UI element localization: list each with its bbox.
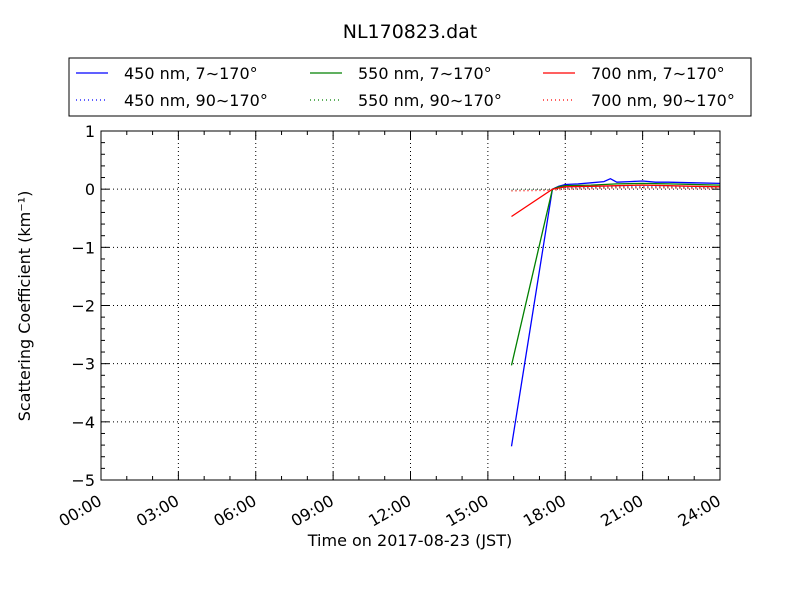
x-tick-label: 21:00 bbox=[597, 491, 646, 531]
x-tick-label: 06:00 bbox=[210, 491, 259, 531]
y-tick-label: −2 bbox=[71, 297, 95, 316]
plot-background bbox=[101, 131, 720, 480]
legend-label: 700 nm, 7∼170° bbox=[591, 64, 725, 83]
x-tick-label: 00:00 bbox=[56, 491, 105, 531]
x-tick-label: 09:00 bbox=[288, 491, 337, 531]
series-line bbox=[510, 177, 721, 447]
x-tick-label: 15:00 bbox=[442, 491, 491, 531]
x-tick-label: 03:00 bbox=[133, 491, 182, 531]
legend-label: 700 nm, 90∼170° bbox=[591, 91, 735, 110]
y-tick-labels: −5 −4 −3 −2 −1 0 1 bbox=[71, 122, 95, 490]
x-tick-label: 18:00 bbox=[520, 491, 569, 531]
axis-ticks bbox=[100, 130, 721, 481]
x-tick-labels: 00:00 03:00 06:00 09:00 12:00 15:00 18:00 21:00… bbox=[56, 491, 724, 531]
y-tick-label: 1 bbox=[85, 122, 95, 141]
y-tick-label: −5 bbox=[71, 471, 95, 490]
y-tick-label: −4 bbox=[71, 413, 95, 432]
x-tick-label: 12:00 bbox=[365, 491, 414, 531]
plot-area bbox=[100, 130, 721, 481]
y-tick-label: −1 bbox=[71, 238, 95, 257]
legend-label: 550 nm, 7∼170° bbox=[358, 64, 492, 83]
legend-label: 550 nm, 90∼170° bbox=[358, 91, 502, 110]
series-line bbox=[511, 184, 721, 218]
series-lines bbox=[510, 177, 721, 447]
x-axis-label: Time on 2017-08-23 (JST) bbox=[307, 531, 512, 550]
y-axis-label: Scattering Coefficient (km⁻¹) bbox=[15, 191, 34, 422]
y-tick-label: 0 bbox=[85, 180, 95, 199]
x-tick-label: 24:00 bbox=[675, 491, 724, 531]
legend-entries: 450 nm, 7∼170° 450 nm, 90∼170° 550 nm, 7∼1… bbox=[76, 64, 735, 110]
chart-title: NL170823.dat bbox=[343, 21, 478, 43]
legend-label: 450 nm, 7∼170° bbox=[124, 64, 258, 83]
legend: 450 nm, 7∼170° 450 nm, 90∼170° 550 nm, 7∼1… bbox=[68, 57, 752, 117]
legend-frame bbox=[68, 57, 752, 117]
y-tick-label: −3 bbox=[71, 355, 95, 374]
legend-label: 450 nm, 90∼170° bbox=[124, 91, 268, 110]
